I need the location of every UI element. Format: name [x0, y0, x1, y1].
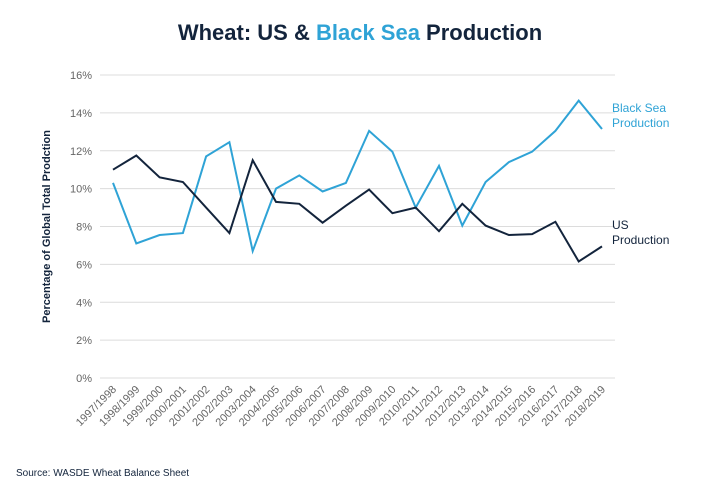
y-tick-label: 8% — [76, 222, 92, 234]
y-tick-label: 0% — [76, 373, 92, 385]
source-note: Source: WASDE Wheat Balance Sheet — [16, 468, 190, 479]
series-line-us — [112, 154, 603, 263]
y-tick-label: 16% — [70, 70, 92, 82]
series-label: Production — [612, 116, 669, 130]
y-tick-label: 12% — [70, 146, 92, 158]
y-tick-label: 10% — [70, 184, 92, 196]
title-part: Wheat: US & — [177, 20, 316, 45]
series-label: Black Sea — [612, 101, 666, 115]
series-label: US — [612, 218, 629, 232]
series-line-black-sea — [112, 98, 603, 255]
y-tick-label: 6% — [76, 259, 92, 271]
title-part: Production — [419, 20, 543, 45]
chart-title: Wheat: US & Black Sea Production — [0, 20, 720, 46]
y-tick-label: 14% — [70, 108, 92, 120]
y-axis-label: Percentage of Global Total Prodction — [41, 130, 53, 323]
title-highlight: Black Sea — [315, 20, 420, 45]
y-tick-label: 2% — [76, 335, 92, 347]
series-label: Production — [612, 233, 669, 247]
y-tick-label: 4% — [76, 297, 92, 309]
